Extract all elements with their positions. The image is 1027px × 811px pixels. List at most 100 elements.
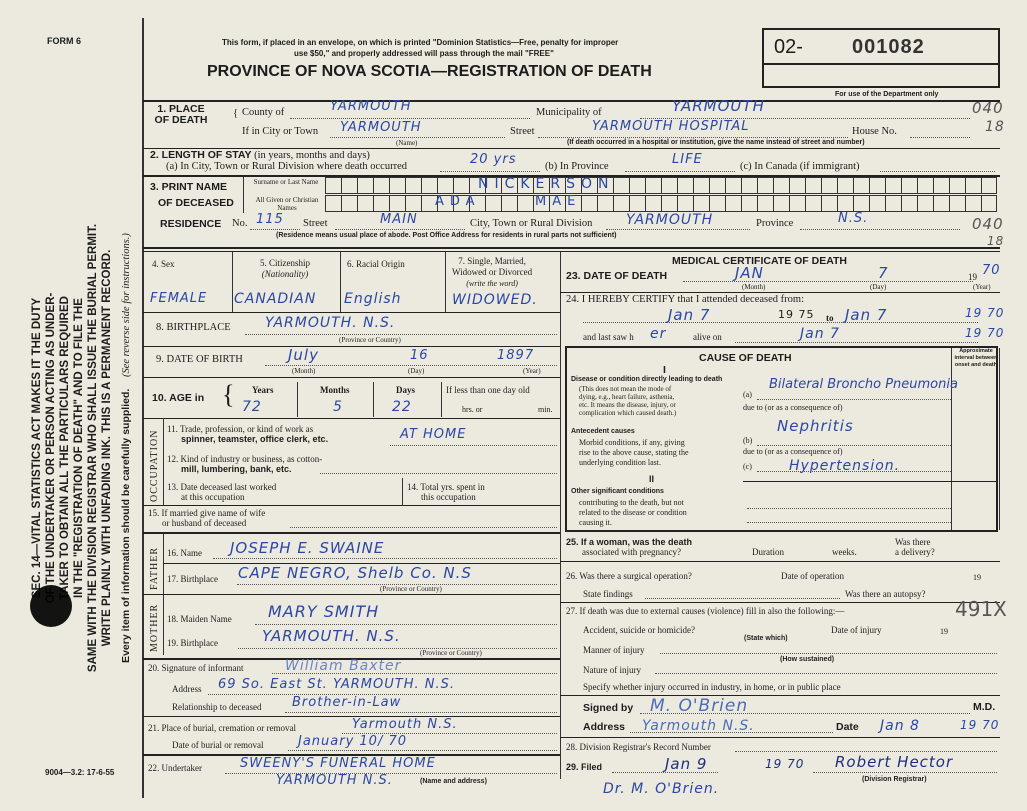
death-year: 70 bbox=[982, 263, 1001, 278]
city-value: YARMOUTH bbox=[340, 120, 422, 135]
filed-label: 29. Filed bbox=[566, 762, 603, 772]
last-worked-sub: at this occupation bbox=[181, 492, 245, 502]
place-of-death-label: 1. PLACE OF DEATH bbox=[154, 103, 208, 126]
stay-city-value: 20 yrs bbox=[470, 152, 517, 167]
last-worked-label: 13. Date deceased last worked bbox=[167, 482, 277, 492]
name-hint: (Name) bbox=[396, 139, 418, 147]
birthplace-label: 8. BIRTHPLACE bbox=[156, 322, 231, 333]
cause-b-label: (b) bbox=[743, 436, 753, 445]
burial-place-label: 21. Place of burial, cremation or remova… bbox=[148, 723, 296, 733]
physician-signature: M. O'Brien bbox=[650, 696, 749, 716]
form-number: FORM 6 bbox=[47, 36, 82, 46]
marital-value: WIDOWED. bbox=[452, 292, 538, 308]
industry-hint: mill, lumbering, bank, etc. bbox=[181, 464, 292, 474]
antecedent-label: Antecedent causes bbox=[571, 428, 635, 435]
state-which-hint: (State which) bbox=[744, 635, 788, 642]
signed-by-label: Signed by bbox=[583, 702, 634, 714]
sex-label: 4. Sex bbox=[152, 259, 175, 269]
antecedent-hint: rise to the above cause, stating the bbox=[579, 448, 689, 457]
physician-address-label: Address bbox=[583, 721, 626, 733]
external-causes-label: 27. If death was due to external causes … bbox=[566, 606, 845, 616]
attended-from-year: 19 75 bbox=[778, 308, 815, 321]
registrar-signature: Robert Hector bbox=[835, 753, 954, 771]
md-label: M.D. bbox=[973, 701, 996, 713]
statute-line: TAKER TO OBTAIN ALL THE PARTICULARS REQU… bbox=[59, 296, 71, 600]
alive-on-year: 19 70 bbox=[965, 326, 1005, 340]
trade-hint: spinner, teamster, office clerk, etc. bbox=[181, 434, 329, 444]
alive-on-label: alive on bbox=[693, 332, 722, 342]
undertaker-name: SWEENY'S FUNERAL HOME bbox=[240, 756, 436, 771]
side-note: Every item of information should be care… bbox=[120, 388, 132, 663]
mail-notice: use $50," and properly addressed will pa… bbox=[294, 49, 554, 58]
year-prefix: 19 bbox=[973, 573, 981, 582]
undertaker-hint: (Name and address) bbox=[420, 778, 487, 785]
relationship-label: Relationship to deceased bbox=[172, 702, 262, 712]
direct-hint: complication which caused death.) bbox=[579, 409, 677, 417]
last-saw-label: and last saw h bbox=[583, 332, 634, 342]
mother-birthplace-label: 19. Birthplace bbox=[167, 638, 218, 648]
surname-value: NICKERSON bbox=[478, 176, 615, 192]
attended-from: Jan 7 bbox=[668, 306, 711, 324]
punch-hole-icon bbox=[30, 585, 72, 627]
age-years: 72 bbox=[242, 399, 262, 415]
margin-code: 040 bbox=[972, 215, 1004, 233]
cause-c-label: (c) bbox=[743, 462, 752, 471]
cause-a-label: (a) bbox=[743, 390, 752, 399]
industry-label: 12. Kind of industry or business, as cot… bbox=[167, 454, 323, 464]
cause-of-death-title: CAUSE OF DEATH bbox=[699, 352, 792, 364]
father-birthplace: CAPE NEGRO, Shelb Co. N.S bbox=[238, 564, 472, 582]
part-two: II bbox=[649, 474, 655, 484]
other-hint: causing it. bbox=[579, 518, 612, 527]
spouse-label: 15. If married give name of wife bbox=[148, 508, 266, 518]
undertaker-label: 22. Undertaker bbox=[148, 763, 202, 773]
mother-label: MOTHER bbox=[149, 603, 160, 652]
mail-notice: This form, if placed in an envelope, on … bbox=[222, 38, 619, 47]
interval-header: Approximate interval between onset and d… bbox=[954, 348, 998, 368]
total-years-sub: this occupation bbox=[421, 492, 476, 502]
father-label: FATHER bbox=[149, 546, 160, 590]
province-hint: (Province or Country) bbox=[380, 585, 442, 593]
form-left-border bbox=[142, 18, 144, 798]
death-month: JAN bbox=[735, 264, 764, 282]
racial-origin-label: 6. Racial Origin bbox=[347, 259, 405, 269]
how-sustained-hint: (How sustained) bbox=[780, 656, 835, 663]
medical-certificate-title: MEDICAL CERTIFICATE OF DEATH bbox=[672, 255, 847, 267]
surname-grid[interactable] bbox=[325, 177, 997, 194]
birthplace-hint: (Province or Country) bbox=[339, 336, 401, 344]
given-name-1: ADA bbox=[435, 194, 481, 209]
attended-to-year: 19 70 bbox=[965, 306, 1005, 320]
statute-notice: SEC. 14—VITAL STATISTICS ACT MAKES IT TH… bbox=[30, 138, 134, 758]
citizenship-sub: (Nationality) bbox=[261, 269, 309, 279]
antecedent-hint: Morbid conditions, if any, giving bbox=[579, 438, 685, 447]
total-years-label: 14. Total yrs. spent in bbox=[407, 482, 485, 492]
year-prefix: 19 bbox=[940, 627, 948, 636]
margin-code: 18 bbox=[985, 119, 1005, 135]
dept-prefix: 02- bbox=[774, 36, 803, 58]
dob-month: July bbox=[288, 346, 319, 364]
statute-line: WRITE PLAINLY WITH UNFADING INK. THIS IS… bbox=[101, 249, 113, 647]
death-day: 7 bbox=[878, 264, 889, 282]
province-hint: (Province or Country) bbox=[420, 649, 482, 657]
residence-no-label: No. bbox=[232, 218, 248, 229]
given-names-grid[interactable] bbox=[325, 195, 997, 212]
municipality-value: YARMOUTH bbox=[672, 97, 765, 115]
given-name-2: MAE bbox=[535, 194, 582, 209]
physician-address: Yarmouth N.S. bbox=[642, 718, 755, 734]
occupation-label: OCCUPATION bbox=[149, 429, 160, 502]
margin-code: 491X bbox=[955, 597, 1007, 621]
undertaker-address: YARMOUTH N.S. bbox=[276, 773, 393, 788]
residence-city-label: City, Town or Rural Division bbox=[470, 218, 593, 229]
year-hint: (Year) bbox=[973, 283, 991, 291]
department-box: 02- 001082 bbox=[762, 28, 1000, 88]
stay-province-label: (b) In Province bbox=[545, 161, 609, 172]
part-one: I bbox=[663, 364, 666, 376]
statute-line: SEC. 14—VITAL STATISTICS ACT MAKES IT TH… bbox=[31, 297, 43, 599]
dob-year: 1897 bbox=[497, 348, 535, 363]
house-no-label: House No. bbox=[852, 126, 897, 137]
pregnancy-label: 25. If a woman, was the death bbox=[566, 537, 693, 547]
direct-cause-label: Disease or condition directly leading to… bbox=[571, 376, 723, 383]
marital-label: Widowed or Divorced bbox=[452, 267, 533, 277]
spouse-sub: or husband of deceased bbox=[162, 518, 247, 528]
mother-maiden-label: 18. Maiden Name bbox=[167, 614, 232, 624]
month-hint: (Month) bbox=[292, 367, 316, 375]
